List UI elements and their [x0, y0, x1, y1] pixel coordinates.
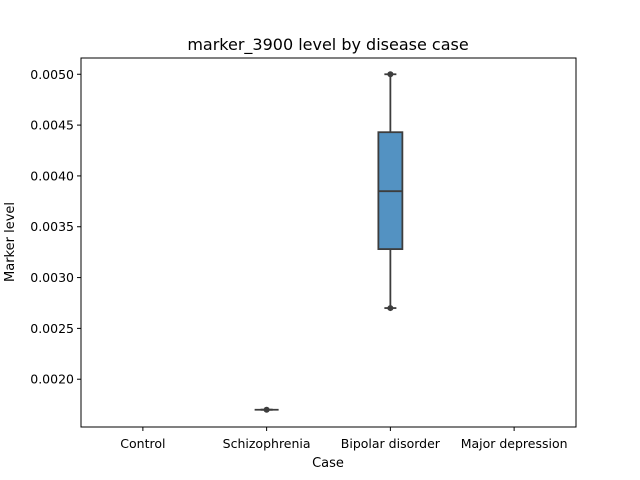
box-1 — [254, 406, 279, 413]
y-tick-label: 0.0035 — [30, 219, 74, 234]
x-tick-label: Schizophrenia — [223, 436, 311, 451]
data-point — [387, 305, 394, 312]
y-ticks: 0.0020 0.0025 0.0030 0.0035 0.0040 0.0045 0.00… — [30, 67, 81, 387]
y-tick-label: 0.0045 — [30, 118, 74, 133]
y-tick-label: 0.0030 — [30, 270, 74, 285]
y-tick-label: 0.0025 — [30, 321, 74, 336]
x-tick-label: Bipolar disorder — [341, 436, 441, 451]
y-tick-label: 0.0020 — [30, 372, 74, 387]
x-axis-label: Case — [312, 456, 344, 471]
plot-frame — [80, 57, 577, 428]
plot-area — [254, 71, 404, 413]
y-axis-label: Marker level — [3, 202, 18, 282]
chart-title: marker_3900 level by disease case — [187, 35, 468, 55]
y-tick-label: 0.0050 — [30, 67, 74, 82]
x-ticks: Control Schizophrenia Bipolar disorder Majo… — [120, 427, 568, 451]
data-point — [387, 71, 394, 78]
data-point — [263, 406, 270, 413]
y-tick-label: 0.0040 — [30, 168, 74, 183]
box-2 — [377, 71, 404, 312]
x-tick-label: Major depression — [461, 436, 568, 451]
x-tick-label: Control — [120, 436, 165, 451]
